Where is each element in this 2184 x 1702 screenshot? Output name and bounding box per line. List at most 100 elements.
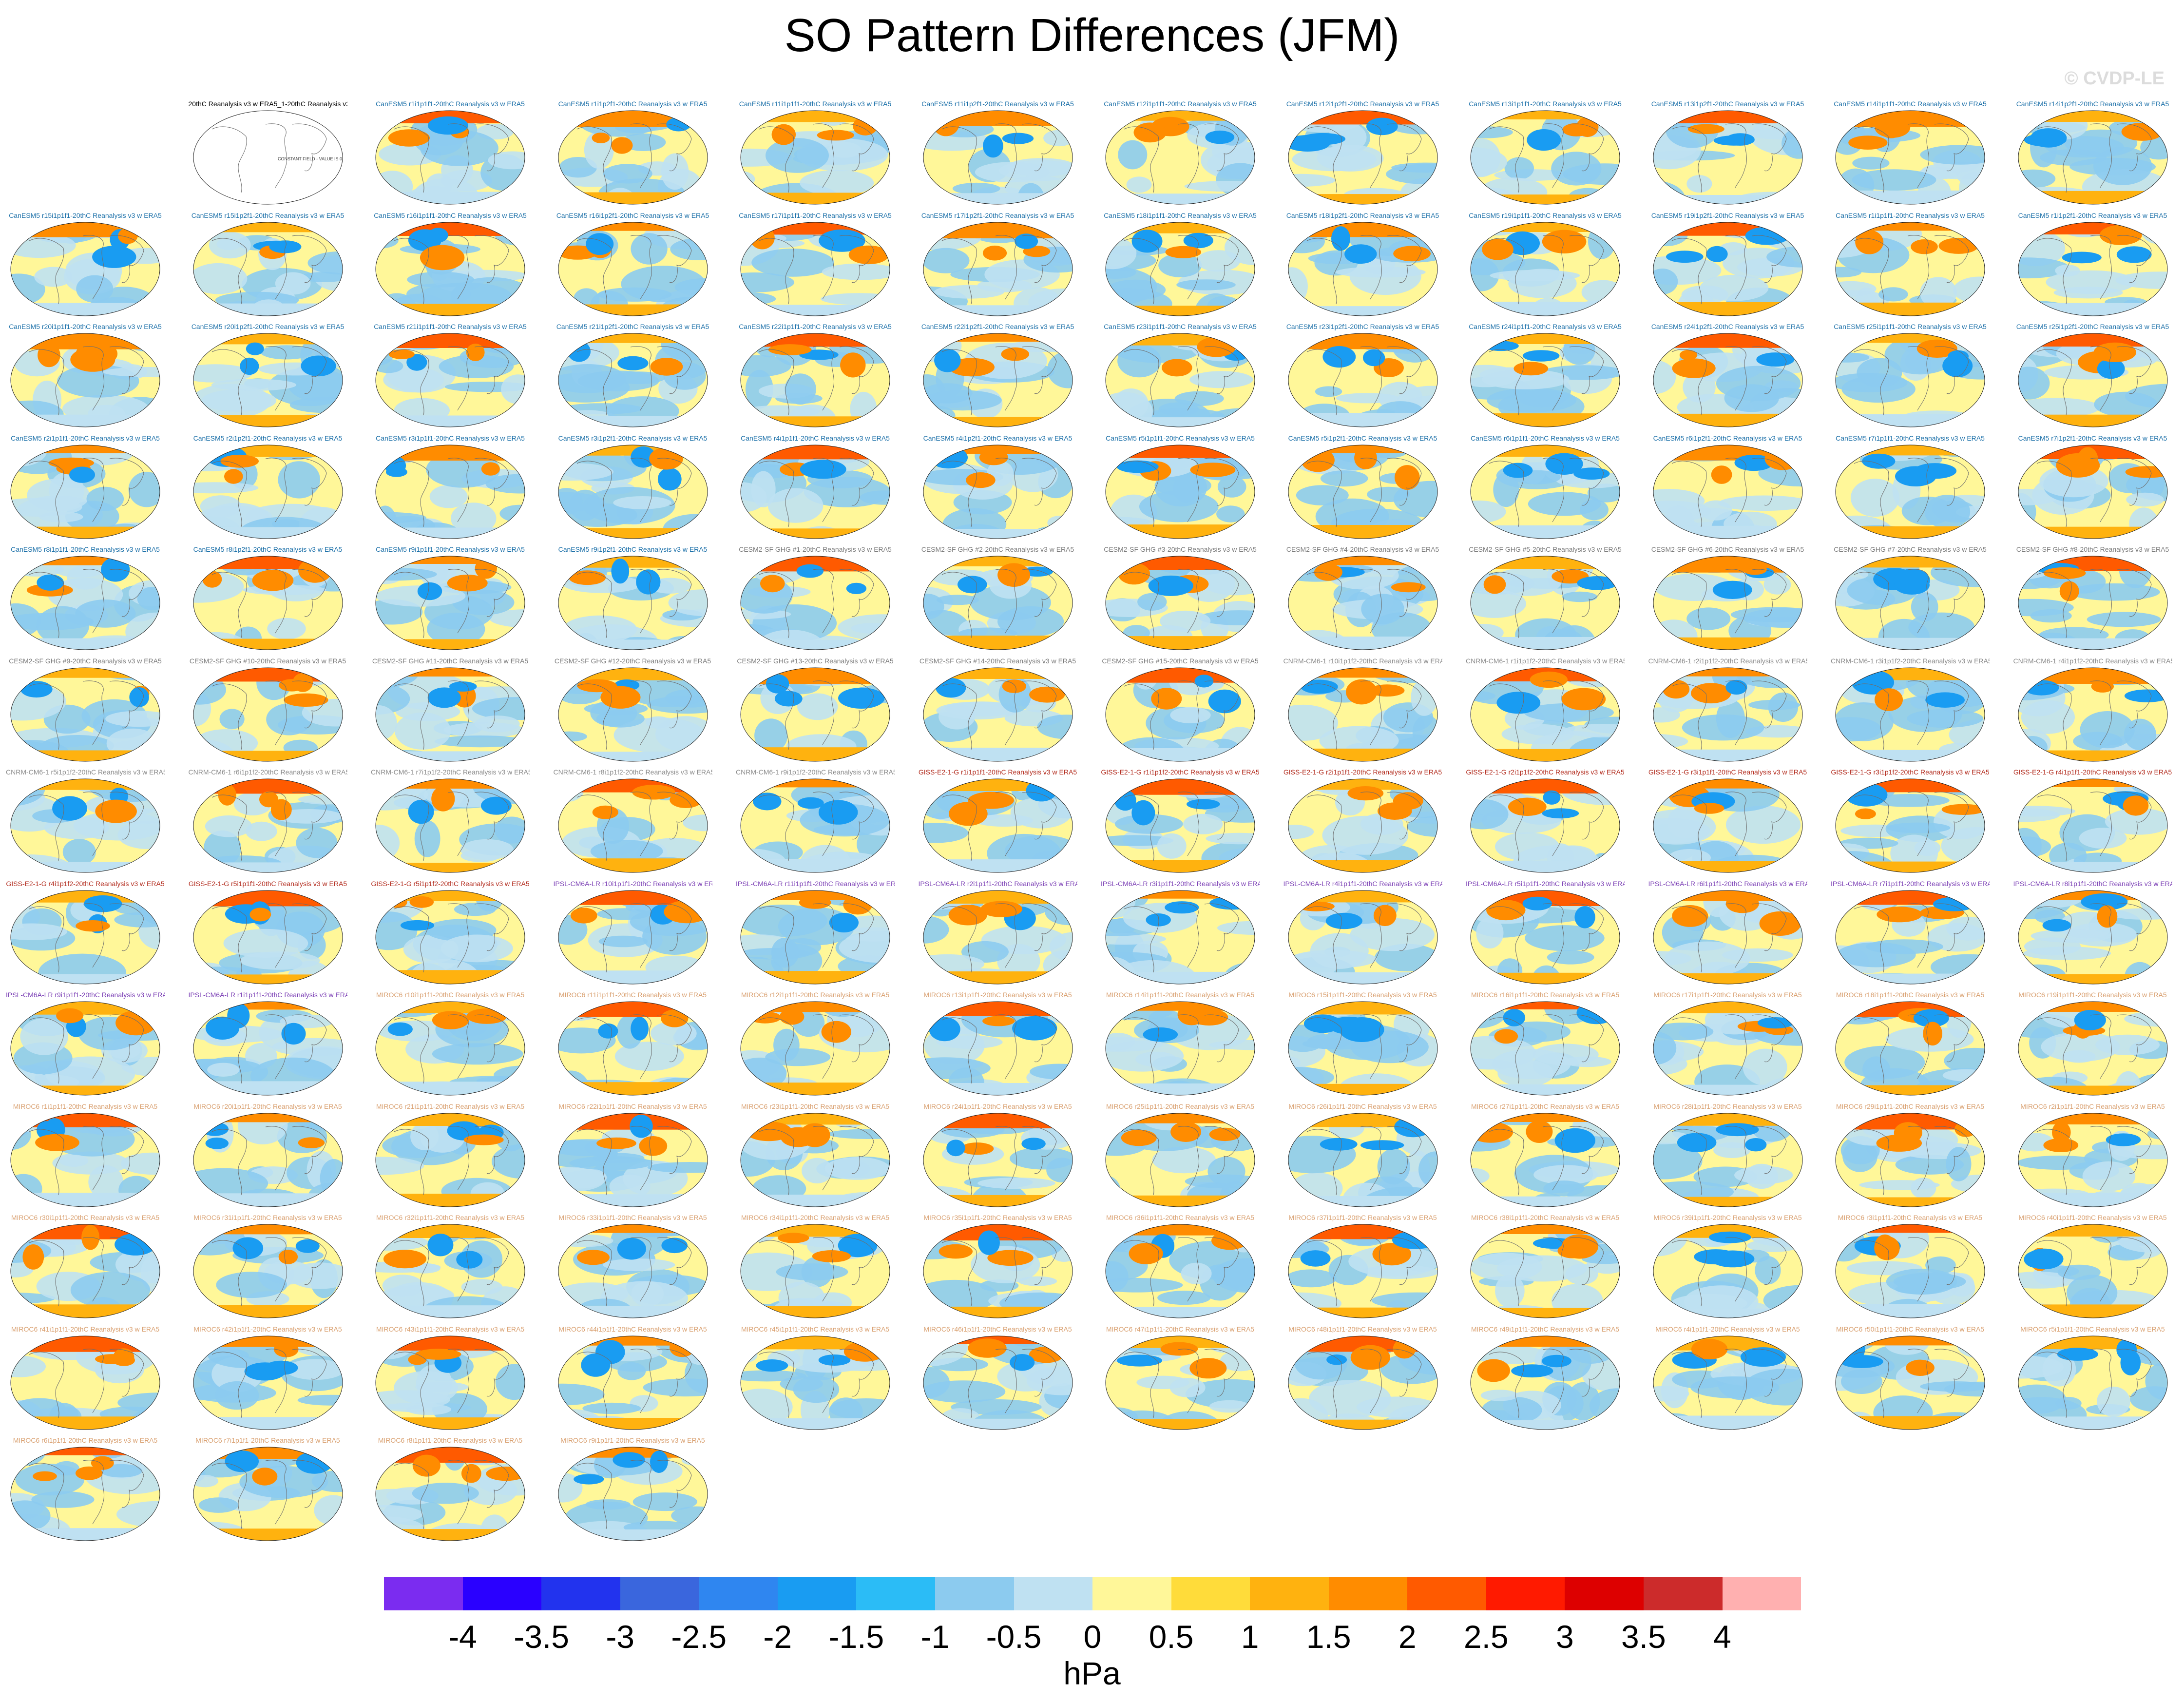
map-globe bbox=[375, 110, 525, 205]
panel-title: CanESM5 r21i1p1f1-20thC Reanalysis v3 w … bbox=[374, 323, 527, 330]
colorbar-swatch bbox=[699, 1577, 778, 1610]
ensemble-map-panel: MIROC6 r41i1p1f1-20thC Reanalysis v3 w E… bbox=[6, 1325, 165, 1432]
map-globe bbox=[375, 222, 525, 316]
map-globe bbox=[923, 667, 1073, 761]
panel-title: CNRM-CM6-1 r2i1p1f2-20thC Reanalysis v3 … bbox=[1648, 657, 1807, 665]
map-globe bbox=[193, 667, 343, 761]
panel-title: GISS-E2-1-G r1i1p1f1-20thC Reanalysis v3… bbox=[918, 768, 1077, 776]
map-globe bbox=[10, 890, 160, 984]
colorbar-tick-label: 0.5 bbox=[1149, 1619, 1194, 1655]
map-globe bbox=[1105, 667, 1255, 761]
map-globe bbox=[375, 445, 525, 539]
panel-title: CESM2-SF GHG #11-20thC Reanalysis v3 w E… bbox=[372, 657, 529, 665]
map-globe bbox=[1470, 778, 1620, 873]
panel-title: CanESM5 r25i1p2f1-20thC Reanalysis v3 w … bbox=[2016, 323, 2169, 330]
map-globe bbox=[375, 778, 525, 873]
panel-title: MIROC6 r24i1p1f1-20thC Reanalysis v3 w E… bbox=[923, 1102, 1072, 1110]
ensemble-map-panel: IPSL-CM6A-LR r3i1p1f1-20thC Reanalysis v… bbox=[1101, 880, 1260, 987]
ensemble-map-panel: MIROC6 r3i1p1f1-20thC Reanalysis v3 w ER… bbox=[1831, 1214, 1990, 1321]
panel-title: CanESM5 r25i1p1f1-20thC Reanalysis v3 w … bbox=[1834, 323, 1987, 330]
map-globe bbox=[1653, 1224, 1802, 1318]
map-globe bbox=[1835, 445, 1985, 539]
map-globe bbox=[1288, 778, 1437, 873]
map-globe bbox=[1653, 556, 1802, 650]
ensemble-map-panel: CanESM5 r21i1p2f1-20thC Reanalysis v3 w … bbox=[554, 323, 712, 430]
map-globe bbox=[10, 1224, 160, 1318]
ensemble-map-panel: IPSL-CM6A-LR r9i1p1f1-20thC Reanalysis v… bbox=[6, 991, 165, 1098]
ensemble-map-panel: MIROC6 r24i1p1f1-20thC Reanalysis v3 w E… bbox=[919, 1102, 1077, 1210]
colorbar-swatch bbox=[1092, 1577, 1171, 1610]
panel-title: IPSL-CM6A-LR r11i1p1f1-20thC Reanalysis … bbox=[736, 879, 895, 888]
ensemble-map-panel: CanESM5 r15i1p2f1-20thC Reanalysis v3 w … bbox=[189, 212, 347, 319]
map-globe bbox=[375, 1001, 525, 1096]
ensemble-map-panel: CanESM5 r14i1p1f1-20thC Reanalysis v3 w … bbox=[1831, 100, 1990, 207]
ensemble-map-panel: IPSL-CM6A-LR r1i1p1f1-20thC Reanalysis v… bbox=[189, 991, 347, 1098]
ensemble-map-panel: GISS-E2-1-G r5i1p1f2-20thC Reanalysis v3… bbox=[371, 880, 530, 987]
colorbar-swatch bbox=[1171, 1577, 1250, 1610]
map-globe bbox=[1288, 1224, 1437, 1318]
panel-title: CESM2-SF GHG #14-20thC Reanalysis v3 w E… bbox=[919, 657, 1076, 665]
map-globe bbox=[10, 1001, 160, 1096]
map-globe bbox=[740, 890, 890, 984]
map-globe bbox=[2018, 333, 2167, 427]
panel-title: MIROC6 r13i1p1f1-20thC Reanalysis v3 w E… bbox=[923, 991, 1072, 999]
map-globe bbox=[740, 1335, 890, 1430]
panel-title: CESM2-SF GHG #13-20thC Reanalysis v3 w E… bbox=[737, 657, 894, 665]
map-globe bbox=[2018, 778, 2167, 873]
panel-title: MIROC6 r18i1p1f1-20thC Reanalysis v3 w E… bbox=[1836, 991, 1985, 999]
map-globe bbox=[193, 1113, 343, 1207]
map-globe bbox=[193, 890, 343, 984]
map-globe bbox=[740, 1001, 890, 1096]
colorbar-tick-label: 3 bbox=[1555, 1619, 1574, 1655]
panel-title: MIROC6 r22i1p1f1-20thC Reanalysis v3 w E… bbox=[558, 1102, 707, 1110]
map-globe bbox=[1835, 1335, 1985, 1430]
panel-title: CanESM5 r13i1p1f1-20thC Reanalysis v3 w … bbox=[1469, 100, 1622, 108]
ensemble-map-panel: CESM2-SF GHG #4-20thC Reanalysis v3 w ER… bbox=[1284, 545, 1442, 653]
ensemble-map-panel: IPSL-CM6A-LR r5i1p1f1-20thC Reanalysis v… bbox=[1466, 880, 1625, 987]
panel-title: MIROC6 r6i1p1f1-20thC Reanalysis v3 w ER… bbox=[13, 1436, 158, 1444]
watermark-text: © CVDP-LE bbox=[2064, 68, 2165, 89]
map-globe bbox=[740, 222, 890, 316]
map-globe bbox=[740, 333, 890, 427]
ensemble-map-panel: CanESM5 r16i1p2f1-20thC Reanalysis v3 w … bbox=[554, 212, 712, 319]
colorbar-tick-label: 2.5 bbox=[1463, 1619, 1509, 1655]
map-globe bbox=[1105, 778, 1255, 873]
panel-title: CanESM5 r23i1p2f1-20thC Reanalysis v3 w … bbox=[1286, 323, 1439, 330]
ensemble-map-panel: CanESM5 r13i1p1f1-20thC Reanalysis v3 w … bbox=[1466, 100, 1625, 207]
colorbar-swatch bbox=[1014, 1577, 1093, 1610]
map-globe bbox=[1835, 333, 1985, 427]
colorbar-swatch bbox=[1250, 1577, 1329, 1610]
map-globe bbox=[193, 778, 343, 873]
ensemble-map-panel: MIROC6 r10i1p1f1-20thC Reanalysis v3 w E… bbox=[371, 991, 530, 1098]
ensemble-map-panel: CNRM-CM6-1 r2i1p1f2-20thC Reanalysis v3 … bbox=[1648, 657, 1807, 764]
ensemble-map-panel: CanESM5 r21i1p1f1-20thC Reanalysis v3 w … bbox=[371, 323, 530, 430]
ensemble-map-panel: MIROC6 r20i1p1f1-20thC Reanalysis v3 w E… bbox=[189, 1102, 347, 1210]
map-globe bbox=[1835, 110, 1985, 205]
map-globe bbox=[923, 1224, 1073, 1318]
ensemble-map-panel: MIROC6 r32i1p1f1-20thC Reanalysis v3 w E… bbox=[371, 1214, 530, 1321]
ensemble-map-panel: IPSL-CM6A-LR r10i1p1f1-20thC Reanalysis … bbox=[554, 880, 712, 987]
ensemble-map-panel: CNRM-CM6-1 r6i1p1f2-20thC Reanalysis v3 … bbox=[189, 768, 347, 875]
panel-title: GISS-E2-1-G r3i1p1f2-20thC Reanalysis v3… bbox=[1831, 768, 1990, 776]
colorbar-tick-label: 2 bbox=[1398, 1619, 1417, 1655]
ensemble-map-panel: MIROC6 r30i1p1f1-20thC Reanalysis v3 w E… bbox=[6, 1214, 165, 1321]
map-globe bbox=[1653, 222, 1802, 316]
map-globe bbox=[1835, 1113, 1985, 1207]
map-globe bbox=[375, 667, 525, 761]
map-globe bbox=[1653, 110, 1802, 205]
panel-title: MIROC6 r43i1p1f1-20thC Reanalysis v3 w E… bbox=[376, 1325, 525, 1333]
map-globe bbox=[10, 556, 160, 650]
panel-title: CESM2-SF GHG #5-20thC Reanalysis v3 w ER… bbox=[1469, 545, 1622, 553]
panel-title: MIROC6 r8i1p1f1-20thC Reanalysis v3 w ER… bbox=[378, 1436, 523, 1444]
panel-title: CanESM5 r15i1p2f1-20thC Reanalysis v3 w … bbox=[191, 211, 345, 219]
colorbar-tick-label: -2.5 bbox=[671, 1619, 727, 1655]
ensemble-map-panel: CanESM5 r2i1p2f1-20thC Reanalysis v3 w E… bbox=[189, 434, 347, 542]
map-globe bbox=[1653, 1113, 1802, 1207]
map-globe bbox=[923, 222, 1073, 316]
map-globe bbox=[1105, 890, 1255, 984]
map-globe bbox=[1470, 667, 1620, 761]
panel-title: MIROC6 r34i1p1f1-20thC Reanalysis v3 w E… bbox=[741, 1214, 890, 1221]
map-globe bbox=[558, 667, 708, 761]
ensemble-map-panel: CanESM5 r14i1p2f1-20thC Reanalysis v3 w … bbox=[2013, 100, 2172, 207]
ensemble-map-panel: CanESM5 r19i1p2f1-20thC Reanalysis v3 w … bbox=[1648, 212, 1807, 319]
